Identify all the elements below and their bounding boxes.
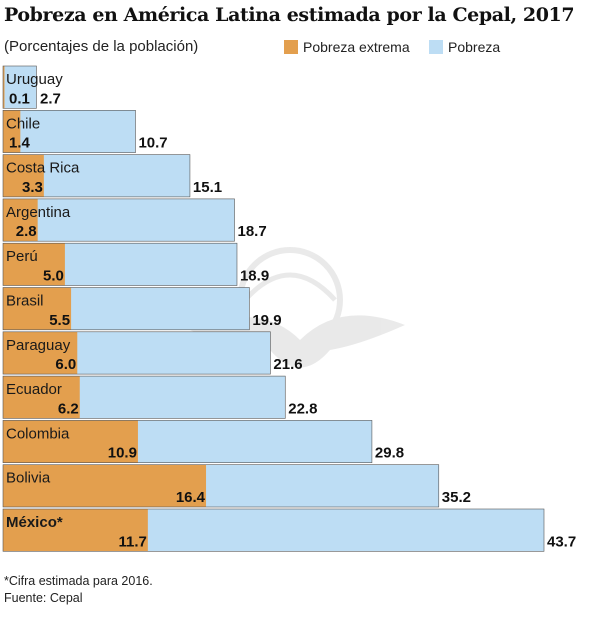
bar-pobreza-extrema-brasil: [3, 287, 72, 330]
category-label-paraguay: Paraguay: [6, 337, 71, 354]
category-label-bolivia: Bolivia: [6, 470, 51, 487]
legend-swatch-extreme: [284, 40, 298, 54]
bar-pobreza-extrema-colombia: [3, 420, 138, 463]
bar-outline-colombia: [2, 420, 373, 463]
bar-outline-ecuador: [2, 375, 286, 419]
bar-pobreza-extrema-ecuador: [3, 376, 80, 419]
category-label-colombia: Colombia: [6, 425, 70, 442]
bar-pobreza-extrema-paraguay: [3, 331, 78, 375]
value-label-poverty-colombia: 29.8: [375, 445, 404, 462]
value-label-extreme-uruguay: 0.1: [9, 90, 30, 107]
value-label-poverty-ecuador: 22.8: [288, 400, 317, 417]
bar-pobreza-chile: [3, 110, 136, 153]
bar-outline-costa-rica: [2, 154, 191, 198]
bar-pobreza-extrema-peru: [3, 243, 65, 286]
value-label-extreme-mexico: 11.7: [118, 533, 146, 550]
value-label-extreme-bolivia: 16.4: [176, 489, 206, 506]
category-label-ecuador: Ecuador: [6, 381, 62, 398]
value-label-extreme-paraguay: 6.0: [55, 356, 76, 373]
bar-pobreza-extrema-bolivia: [3, 464, 207, 507]
value-label-extreme-colombia: 10.9: [108, 445, 137, 462]
bar-outline-paraguay: [2, 331, 271, 375]
bar-outline-chile: [2, 110, 136, 153]
value-label-extreme-brasil: 5.5: [49, 312, 70, 329]
legend-swatch-poverty: [429, 40, 443, 54]
value-label-poverty-bolivia: 35.2: [442, 489, 471, 506]
bar-pobreza-uruguay: [3, 66, 37, 109]
bar-pobreza-extrema-costa-rica: [3, 154, 44, 197]
value-label-extreme-argentina: 2.8: [16, 223, 37, 240]
bar-outline-mexico: [2, 508, 545, 552]
value-label-extreme-peru: 5.0: [43, 268, 64, 285]
category-label-chile: Chile: [6, 115, 40, 132]
category-label-mexico: México*: [6, 514, 63, 531]
bar-outline-uruguay: [2, 65, 37, 109]
chart-subtitle: (Porcentajes de la población): [4, 38, 199, 55]
source-note: Fuente: Cepal: [4, 591, 83, 605]
legend-label-poverty: Pobreza: [448, 39, 501, 55]
bar-outline-bolivia: [2, 464, 440, 508]
legend-label-extreme: Pobreza extrema: [303, 39, 410, 55]
value-label-extreme-chile: 1.4: [9, 135, 31, 152]
chart-title: Pobreza en América Latina estimada por l…: [4, 4, 575, 26]
value-label-poverty-paraguay: 21.6: [273, 356, 302, 373]
value-label-poverty-mexico: 43.7: [547, 533, 576, 550]
value-label-poverty-brasil: 19.9: [252, 312, 281, 329]
bar-pobreza-extrema-uruguay: [3, 66, 5, 109]
bar-outline-brasil: [2, 287, 250, 331]
value-label-poverty-argentina: 18.7: [238, 223, 267, 240]
bar-pobreza-extrema-mexico: [3, 509, 148, 552]
footnote: *Cifra estimada para 2016.: [4, 574, 153, 588]
value-label-poverty-costa-rica: 15.1: [193, 179, 222, 196]
bar-pobreza-extrema-chile: [3, 110, 21, 153]
bar-pobreza-extrema-argentina: [3, 198, 38, 242]
bar-outline-argentina: [2, 198, 235, 242]
value-label-extreme-ecuador: 6.2: [58, 400, 79, 417]
category-label-brasil: Brasil: [6, 293, 44, 310]
category-label-argentina: Argentina: [6, 204, 71, 221]
value-label-extreme-costa-rica: 3.3: [22, 179, 43, 196]
legend-item-poverty: Pobreza: [429, 39, 500, 55]
category-label-costa-rica: Costa Rica: [6, 160, 80, 177]
bar-pobreza-argentina: [3, 198, 235, 242]
value-label-poverty-chile: 10.7: [138, 135, 167, 152]
value-label-poverty-peru: 18.9: [240, 268, 269, 285]
bar-outline-peru: [2, 242, 238, 286]
category-label-uruguay: Uruguay: [6, 71, 63, 88]
category-label-peru: Perú: [6, 248, 38, 265]
value-label-poverty-uruguay: 2.7: [40, 90, 61, 107]
legend-item-extreme: Pobreza extrema: [284, 39, 410, 55]
